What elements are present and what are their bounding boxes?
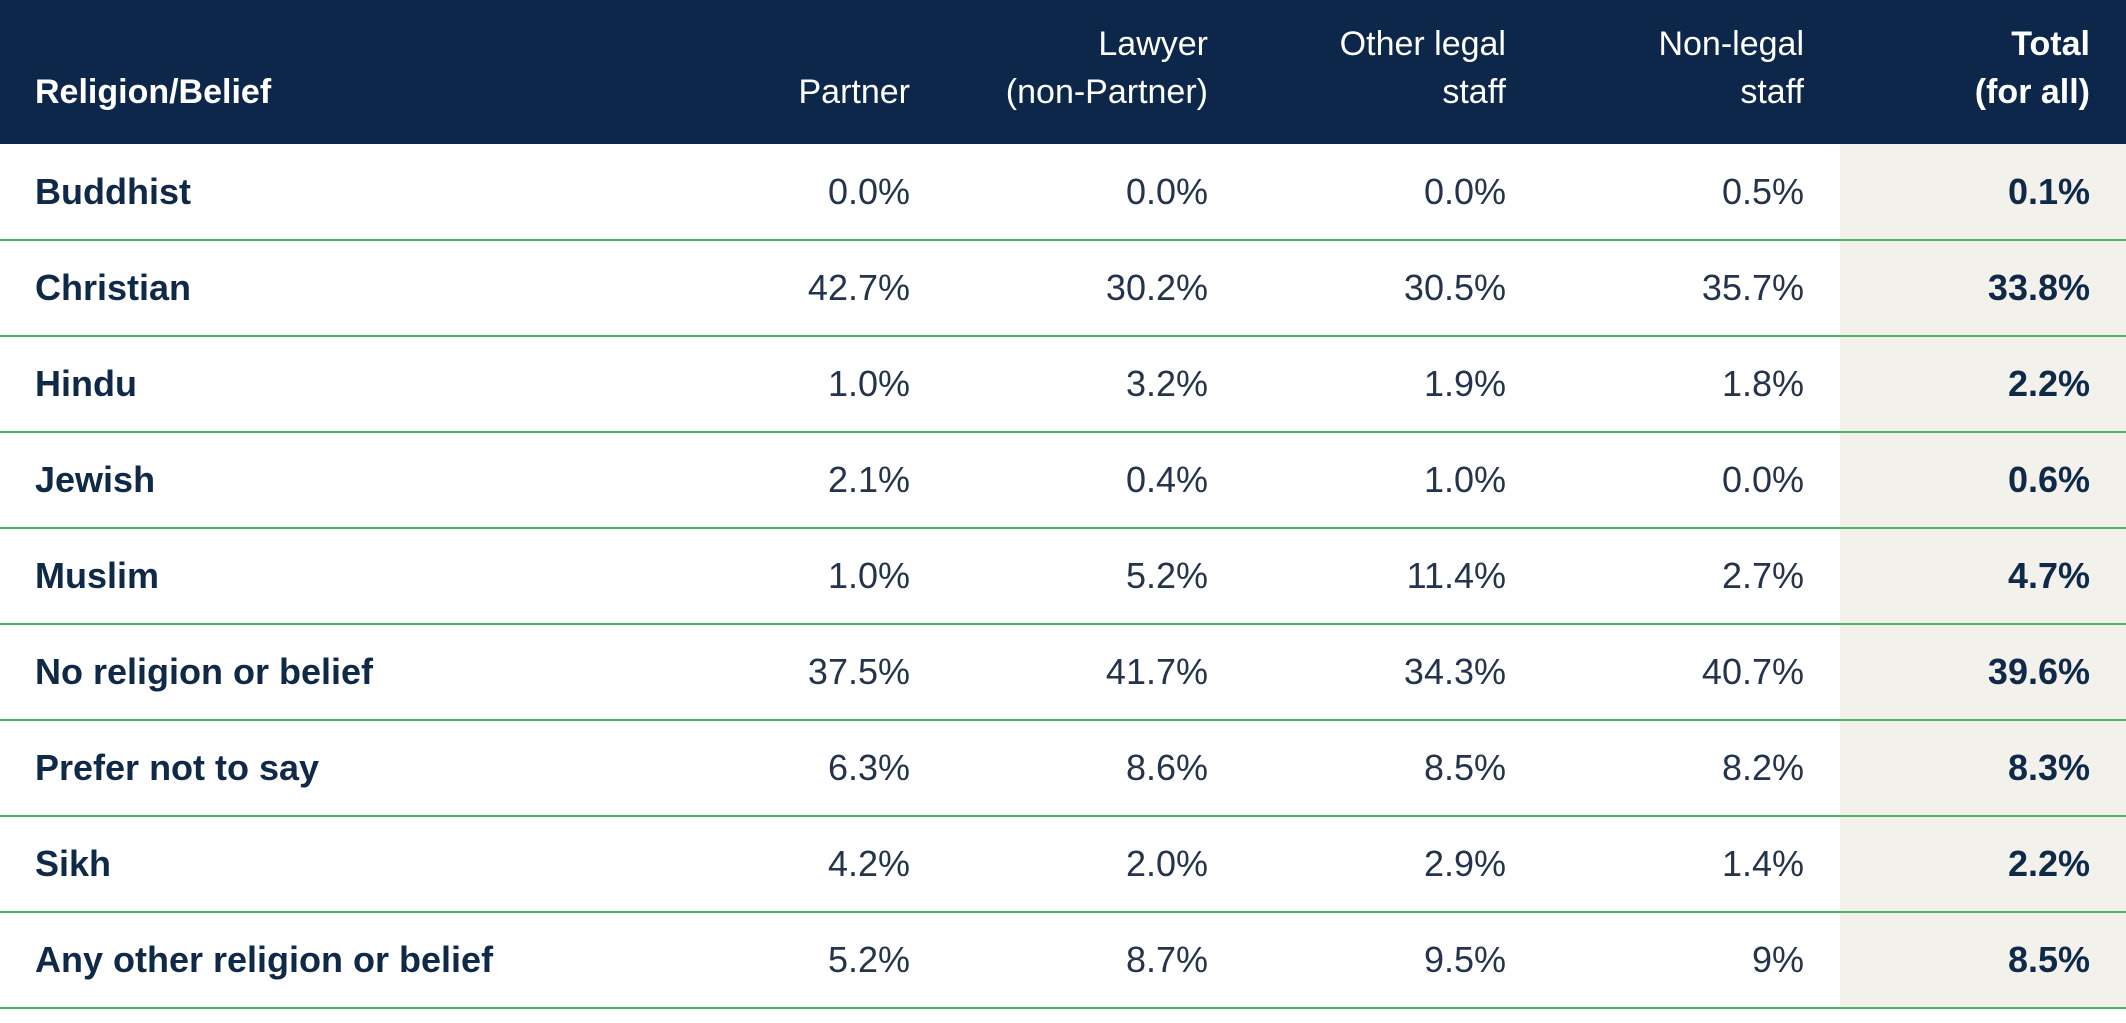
column-header-lawyer: Lawyer (non-Partner)	[946, 0, 1244, 144]
total-cell: 0.1%	[1840, 144, 2126, 241]
header-row: Religion/Belief Partner Lawyer (non-Part…	[0, 0, 2126, 144]
partner-cell: 1.0%	[648, 528, 946, 625]
table-row: Jewish 2.1% 0.4% 1.0% 0.0% 0.6%	[0, 432, 2126, 529]
header-line: Lawyer	[1098, 25, 1208, 63]
other-legal-cell: 1.0%	[1244, 432, 1542, 529]
table-row: Prefer not to say 6.3% 8.6% 8.5% 8.2% 8.…	[0, 720, 2126, 817]
column-header-partner: Partner	[648, 0, 946, 144]
religion-label: Sikh	[0, 816, 648, 913]
total-cell: 33.8%	[1840, 240, 2126, 337]
total-cell: 4.7%	[1840, 528, 2126, 625]
non-legal-cell: 35.7%	[1542, 240, 1840, 337]
lawyer-cell: 0.4%	[946, 432, 1244, 529]
column-header-religion: Religion/Belief	[0, 0, 648, 144]
other-legal-cell: 8.5%	[1244, 720, 1542, 817]
other-legal-cell: 0.0%	[1244, 144, 1542, 241]
other-legal-cell: 1.9%	[1244, 336, 1542, 433]
header-line: (non-Partner)	[1005, 73, 1208, 111]
lawyer-cell: 2.0%	[946, 816, 1244, 913]
header-line: staff	[1442, 73, 1506, 111]
column-header-non-legal: Non-legal staff	[1542, 0, 1840, 144]
non-legal-cell: 0.0%	[1542, 432, 1840, 529]
lawyer-cell: 5.2%	[946, 528, 1244, 625]
header-line: Religion/Belief	[35, 73, 272, 111]
non-legal-cell: 1.8%	[1542, 336, 1840, 433]
religion-label: Hindu	[0, 336, 648, 433]
non-legal-cell: 9%	[1542, 912, 1840, 1009]
lawyer-cell: 8.7%	[946, 912, 1244, 1009]
total-cell: 8.3%	[1840, 720, 2126, 817]
total-cell: 8.5%	[1840, 912, 2126, 1009]
table-row: Any other religion or belief 5.2% 8.7% 9…	[0, 912, 2126, 1009]
partner-cell: 42.7%	[648, 240, 946, 337]
other-legal-cell: 34.3%	[1244, 624, 1542, 721]
total-cell: 39.6%	[1840, 624, 2126, 721]
non-legal-cell: 2.7%	[1542, 528, 1840, 625]
religion-label: Christian	[0, 240, 648, 337]
lawyer-cell: 8.6%	[946, 720, 1244, 817]
non-legal-cell: 8.2%	[1542, 720, 1840, 817]
total-cell: 0.6%	[1840, 432, 2126, 529]
header-line: staff	[1740, 73, 1804, 111]
religion-label: No religion or belief	[0, 624, 648, 721]
total-cell: 2.2%	[1840, 336, 2126, 433]
religion-label: Buddhist	[0, 144, 648, 241]
column-header-other-legal: Other legal staff	[1244, 0, 1542, 144]
partner-cell: 37.5%	[648, 624, 946, 721]
table-row: Muslim 1.0% 5.2% 11.4% 2.7% 4.7%	[0, 528, 2126, 625]
partner-cell: 6.3%	[648, 720, 946, 817]
table-row: Sikh 4.2% 2.0% 2.9% 1.4% 2.2%	[0, 816, 2126, 913]
table-row: No religion or belief 37.5% 41.7% 34.3% …	[0, 624, 2126, 721]
religion-label: Muslim	[0, 528, 648, 625]
religion-label: Jewish	[0, 432, 648, 529]
partner-cell: 5.2%	[648, 912, 946, 1009]
non-legal-cell: 0.5%	[1542, 144, 1840, 241]
table-row: Hindu 1.0% 3.2% 1.9% 1.8% 2.2%	[0, 336, 2126, 433]
table-row: Buddhist 0.0% 0.0% 0.0% 0.5% 0.1%	[0, 144, 2126, 241]
non-legal-cell: 1.4%	[1542, 816, 1840, 913]
header-line: Total	[2011, 25, 2090, 63]
religion-label: Prefer not to say	[0, 720, 648, 817]
header-line: Other legal	[1339, 25, 1506, 63]
other-legal-cell: 2.9%	[1244, 816, 1542, 913]
lawyer-cell: 41.7%	[946, 624, 1244, 721]
header-line: Non-legal	[1658, 25, 1804, 63]
table-header: Religion/Belief Partner Lawyer (non-Part…	[0, 0, 2126, 144]
partner-cell: 2.1%	[648, 432, 946, 529]
header-line: Partner	[798, 73, 911, 111]
total-cell: 2.2%	[1840, 816, 2126, 913]
table-body: Buddhist 0.0% 0.0% 0.0% 0.5% 0.1% Christ…	[0, 144, 2126, 1009]
lawyer-cell: 30.2%	[946, 240, 1244, 337]
lawyer-cell: 3.2%	[946, 336, 1244, 433]
lawyer-cell: 0.0%	[946, 144, 1244, 241]
table-row: Christian 42.7% 30.2% 30.5% 35.7% 33.8%	[0, 240, 2126, 337]
partner-cell: 1.0%	[648, 336, 946, 433]
religion-label: Any other religion or belief	[0, 912, 648, 1009]
partner-cell: 0.0%	[648, 144, 946, 241]
partner-cell: 4.2%	[648, 816, 946, 913]
other-legal-cell: 9.5%	[1244, 912, 1542, 1009]
header-line: (for all)	[1974, 73, 2090, 111]
non-legal-cell: 40.7%	[1542, 624, 1840, 721]
column-header-total: Total (for all)	[1840, 0, 2126, 144]
other-legal-cell: 30.5%	[1244, 240, 1542, 337]
other-legal-cell: 11.4%	[1244, 528, 1542, 625]
